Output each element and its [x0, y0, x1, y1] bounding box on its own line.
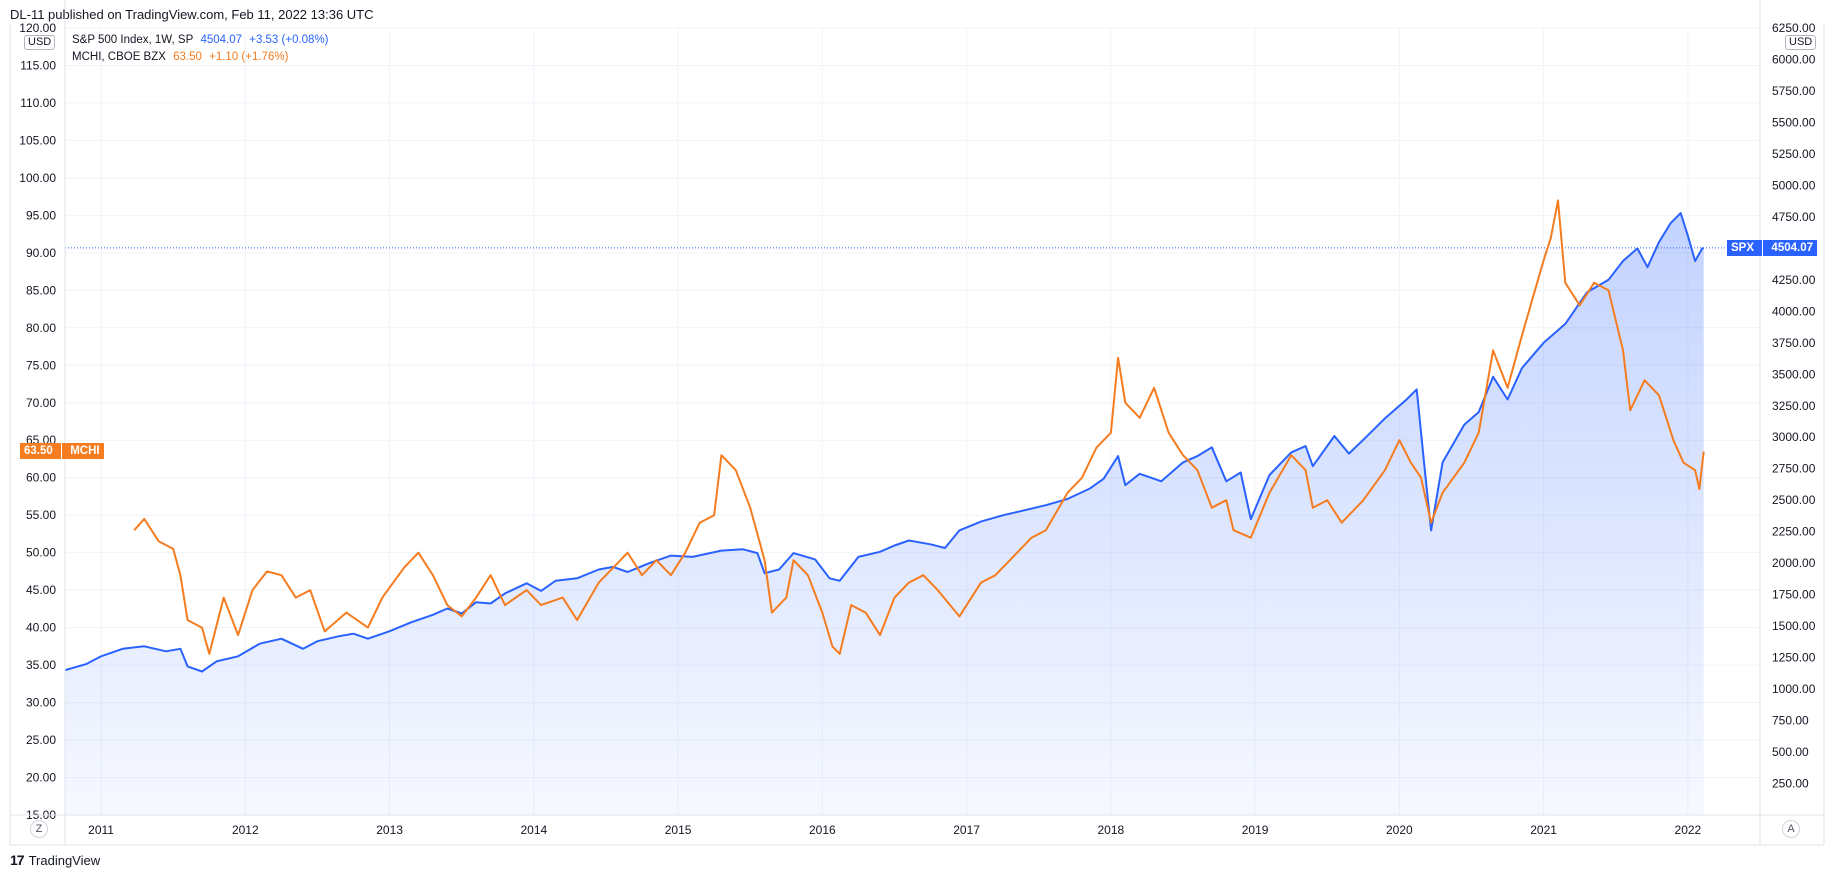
time-tick-label: 2022	[1675, 823, 1702, 837]
spx-tag-price: 4504.07	[1771, 241, 1813, 254]
right-tick-label: 5000.00	[1772, 178, 1816, 192]
published-by-line: DL-11 published on TradingView.com, Feb …	[10, 7, 374, 22]
left-tick-label: 40.00	[26, 621, 56, 635]
legend-spx-change: +3.53 (+0.08%)	[249, 34, 329, 46]
time-tick-label: 2015	[665, 823, 692, 837]
left-tick-label: 115.00	[20, 58, 56, 72]
left-tick-label: 100.00	[19, 171, 56, 185]
mchi-price-tag: 63.50 MCHI	[20, 443, 104, 460]
left-tick-label: 50.00	[26, 546, 56, 560]
left-tick-label: 95.00	[26, 208, 56, 222]
left-tick-label: 35.00	[26, 658, 56, 672]
mchi-tag-divider	[60, 443, 62, 460]
right-tick-label: 4250.00	[1772, 273, 1816, 287]
left-tick-label: 20.00	[26, 771, 56, 785]
time-tick-label: 2018	[1097, 823, 1124, 837]
left-tick-label: 55.00	[26, 508, 56, 522]
right-tick-label: 250.00	[1772, 777, 1809, 791]
auto-scale-button[interactable]: A	[1782, 820, 1800, 838]
legend-mchi-label: MCHI, CBOE BZX	[72, 51, 166, 63]
legend-spx-price: 4504.07	[200, 34, 243, 46]
time-tick-label: 2021	[1530, 823, 1557, 837]
right-tick-label: 750.00	[1772, 714, 1809, 728]
spx-price-tag: SPX 4504.07	[1727, 239, 1817, 256]
left-tick-label: 80.00	[26, 321, 56, 335]
legend-mchi-price: 63.50	[173, 51, 202, 63]
spx-tag-divider	[1762, 239, 1764, 256]
left-tick-label: 25.00	[26, 733, 56, 747]
time-tick-label: 2013	[376, 823, 403, 837]
log-scale-button[interactable]: Z	[30, 820, 48, 838]
right-tick-label: 4750.00	[1772, 210, 1816, 224]
left-tick-label: 110.00	[20, 96, 56, 110]
right-tick-label: 6000.00	[1772, 52, 1816, 66]
legend-mchi[interactable]: MCHI, CBOE BZX 63.50 +1.10 (+1.76%)	[72, 51, 292, 63]
spx-area-fill	[65, 213, 1704, 816]
right-tick-label: 4000.00	[1772, 304, 1816, 318]
mchi-tag-ticker: MCHI	[70, 445, 100, 458]
right-tick-label: 6250.00	[1772, 21, 1816, 35]
footer-brand-label: TradingView	[28, 852, 101, 868]
time-tick-label: 2017	[953, 823, 980, 837]
right-tick-label: 5500.00	[1772, 115, 1816, 129]
time-tick-label: 2011	[88, 823, 114, 837]
right-tick-label: 3250.00	[1772, 399, 1816, 413]
right-tick-label: 1250.00	[1772, 651, 1816, 665]
left-tick-label: 75.00	[26, 358, 56, 372]
right-tick-label: 5750.00	[1772, 84, 1816, 98]
right-tick-label: 1000.00	[1772, 682, 1816, 696]
right-tick-label: 3000.00	[1772, 430, 1816, 444]
time-tick-label: 2012	[232, 823, 259, 837]
left-tick-label: 85.00	[26, 283, 56, 297]
right-axis-ticks[interactable]: 250.00 500.00 750.00 1000.00 1250.00 1500.00 1…	[1772, 21, 1816, 791]
left-tick-label: 120.00	[19, 21, 56, 35]
tradingview-logo-icon: 17	[10, 852, 25, 868]
series-layer	[64, 199, 1705, 673]
mchi-tag-price: 63.50	[24, 445, 53, 458]
legend-spx[interactable]: S&P 500 Index, 1W, SP 4504.07 +3.53 (+0.…	[72, 34, 333, 46]
legend-mchi-change: +1.10 (+1.76%)	[209, 51, 289, 63]
right-tick-label: 2500.00	[1772, 493, 1816, 507]
right-currency-label[interactable]: USD	[1785, 35, 1817, 50]
right-tick-label: 5250.00	[1772, 147, 1816, 161]
footer-brand[interactable]: 17 TradingView	[10, 852, 100, 868]
time-tick-label: 2016	[809, 823, 836, 837]
time-tick-label: 2014	[520, 823, 547, 837]
right-tick-label: 500.00	[1772, 745, 1809, 759]
legend-spx-label: S&P 500 Index, 1W, SP	[72, 34, 194, 46]
time-tick-label: 2019	[1242, 823, 1269, 837]
time-axis-ticks[interactable]: 2011 2012 2013 2014 2015 2016 2017 2018 2019 2020…	[88, 823, 1701, 837]
left-tick-label: 70.00	[26, 396, 56, 410]
left-tick-label: 30.00	[26, 696, 56, 710]
right-tick-label: 2000.00	[1772, 556, 1816, 570]
spx-area-layer	[65, 213, 1704, 816]
left-tick-label: 45.00	[26, 583, 56, 597]
right-tick-label: 3500.00	[1772, 367, 1816, 381]
time-tick-label: 2020	[1386, 823, 1413, 837]
right-tick-label: 2750.00	[1772, 462, 1816, 476]
right-tick-label: 2250.00	[1772, 525, 1816, 539]
left-tick-label: 105.00	[19, 133, 56, 147]
right-tick-label: 1750.00	[1772, 588, 1816, 602]
right-tick-label: 1500.00	[1772, 619, 1816, 633]
left-axis-ticks: 15.0020.0025.0030.0035.0040.0045.0050.00…	[19, 21, 56, 822]
left-tick-label: 90.00	[26, 246, 56, 260]
left-tick-label: 60.00	[26, 471, 56, 485]
spx-tag-ticker: SPX	[1731, 241, 1755, 254]
chart-frame	[9, 0, 1825, 846]
left-currency-label[interactable]: USD	[24, 35, 56, 50]
right-tick-label: 3750.00	[1772, 336, 1816, 350]
mchi-series-line[interactable]	[133, 199, 1705, 655]
